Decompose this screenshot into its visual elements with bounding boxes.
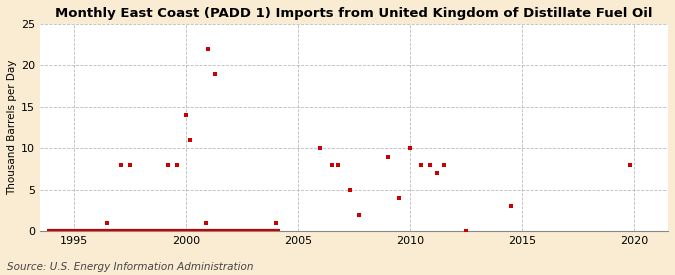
Title: Monthly East Coast (PADD 1) Imports from United Kingdom of Distillate Fuel Oil: Monthly East Coast (PADD 1) Imports from…: [55, 7, 653, 20]
Point: [353, 212, 364, 217]
Point: [124, 163, 135, 167]
Point: [326, 163, 337, 167]
Point: [315, 146, 326, 150]
Point: [270, 221, 281, 225]
Point: [333, 163, 344, 167]
Point: [425, 163, 436, 167]
Point: [394, 196, 404, 200]
Point: [200, 221, 211, 225]
Y-axis label: Thousand Barrels per Day: Thousand Barrels per Day: [7, 60, 17, 195]
Point: [461, 229, 472, 233]
Point: [171, 163, 182, 167]
Point: [344, 188, 355, 192]
Point: [115, 163, 126, 167]
Point: [382, 154, 393, 159]
Point: [185, 138, 196, 142]
Point: [506, 204, 516, 208]
Point: [405, 146, 416, 150]
Point: [180, 113, 191, 117]
Point: [431, 171, 442, 175]
Point: [624, 163, 635, 167]
Point: [438, 163, 449, 167]
Point: [210, 72, 221, 76]
Point: [102, 221, 113, 225]
Point: [416, 163, 427, 167]
Point: [203, 46, 214, 51]
Text: Source: U.S. Energy Information Administration: Source: U.S. Energy Information Administ…: [7, 262, 253, 272]
Point: [163, 163, 173, 167]
